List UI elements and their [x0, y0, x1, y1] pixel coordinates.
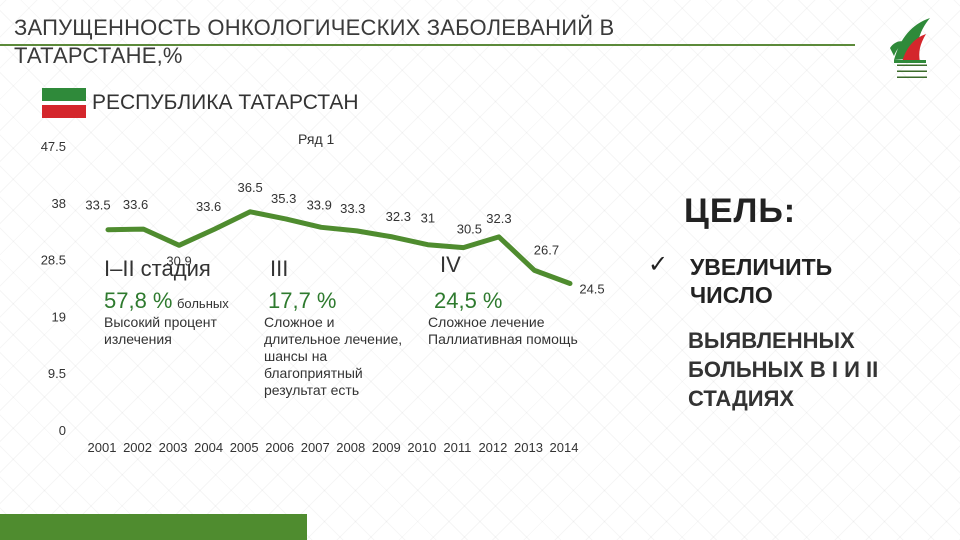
data-label: 33.9 [307, 197, 332, 212]
x-tick-label: 2001 [88, 440, 117, 455]
goal-text-line-2: ВЫЯВЛЕННЫХ БОЛЬНЫХ В I И II СТАДИЯХ [688, 328, 879, 411]
goal-text-line-1: УВЕЛИЧИТЬ ЧИСЛО [690, 254, 833, 308]
y-tick-label: 38 [52, 196, 66, 211]
stage-1-2-percent-row: 57,8 % больных [104, 288, 229, 314]
y-tick-label: 0 [59, 423, 66, 438]
x-tick-label: 2010 [407, 440, 436, 455]
flag-red-stripe [42, 105, 86, 118]
x-tick-label: 2009 [372, 440, 401, 455]
stage-1-2-heading: I–II стадия [104, 256, 211, 281]
x-tick-label: 2007 [301, 440, 330, 455]
x-tick-label: 2006 [265, 440, 294, 455]
x-tick-label: 2005 [230, 440, 259, 455]
stage-1-2-description: Высокий процент излечения [104, 314, 217, 347]
ministry-logo-icon [890, 18, 930, 63]
data-label: 33.6 [196, 199, 221, 214]
region-label: РЕСПУБЛИКА ТАТАРСТАН [92, 91, 359, 114]
legend-series-label: Ряд 1 [298, 131, 335, 147]
stage-1-2-percent: 57,8 % [104, 288, 173, 313]
stage-3-description: Сложное и длительное лечение, шансы на б… [264, 314, 403, 398]
x-tick-label: 2011 [443, 440, 471, 455]
x-tick-label: 2012 [478, 440, 507, 455]
stage-3-percent: 17,7 % [268, 288, 337, 313]
data-label: 33.3 [340, 201, 365, 216]
stage-4-heading: IV [440, 252, 461, 277]
data-label: 32.3 [486, 211, 511, 226]
footer-bar [0, 514, 307, 540]
ministry-logo-caption: ▬▬▬▬▬▬ ▬▬▬▬▬▬ ▬▬▬▬▬▬ [897, 62, 927, 80]
x-tick-label: 2003 [159, 440, 188, 455]
data-label: 33.5 [85, 198, 110, 213]
data-label: 33.6 [123, 197, 148, 212]
stage-4-percent: 24,5 % [434, 288, 503, 313]
x-tick-label: 2008 [336, 440, 365, 455]
goal-label: ЦЕЛЬ: [684, 192, 797, 230]
data-label: 32.3 [386, 209, 411, 224]
title-divider [0, 44, 855, 46]
x-tick-label: 2014 [550, 440, 579, 455]
y-tick-label: 19 [52, 309, 66, 324]
data-label: 36.5 [237, 180, 262, 195]
flag-green-stripe [42, 88, 86, 101]
stage-3-heading: III [270, 256, 289, 281]
data-label: 35.3 [271, 191, 296, 206]
x-tick-label: 2002 [123, 440, 152, 455]
page-title: ЗАПУЩЕННОСТЬ ОНКОЛОГИЧЕСКИХ ЗАБОЛЕВАНИЙ … [14, 15, 615, 68]
tatarstan-flag-icon [42, 88, 86, 118]
data-label: 30.5 [457, 222, 482, 237]
x-tick-label: 2004 [194, 440, 223, 455]
y-tick-label: 28.5 [41, 253, 66, 268]
y-tick-label: 47.5 [41, 139, 66, 154]
checkmark-icon: ✓ [648, 250, 669, 278]
data-label: 26.7 [534, 242, 559, 257]
x-tick-label: 2013 [514, 440, 543, 455]
y-tick-label: 9.5 [48, 366, 66, 381]
stage-4-description: Сложное лечение Паллиативная помощь [428, 314, 578, 347]
stage-1-2-unit: больных [176, 296, 229, 311]
data-label: 31 [421, 211, 435, 226]
data-label: 24.5 [579, 282, 604, 297]
